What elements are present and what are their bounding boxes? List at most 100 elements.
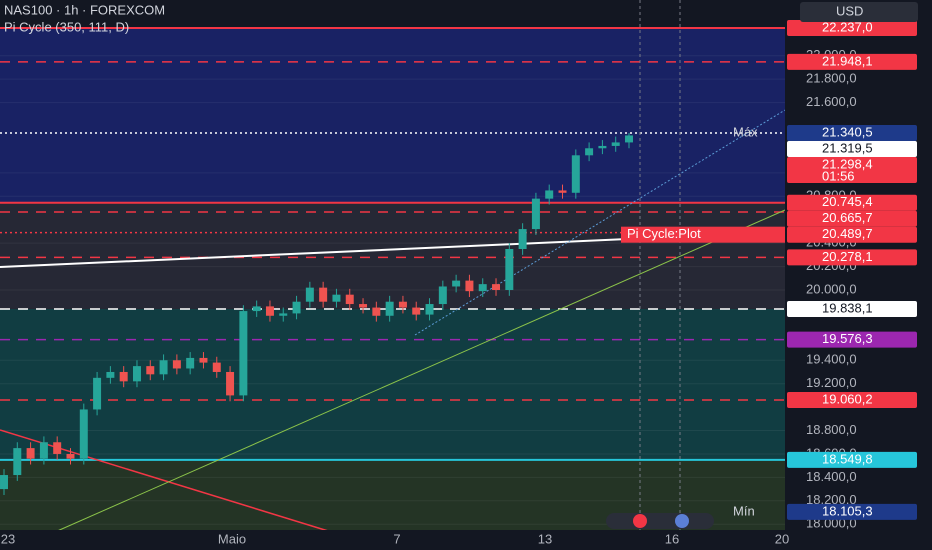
candle-body [372, 307, 381, 316]
candle-body [239, 311, 248, 396]
level-tag: Mín [733, 503, 755, 518]
candle-body [585, 148, 594, 156]
price-badge-label: 21.298,4 [822, 156, 873, 171]
price-badge-label: 19.060,2 [822, 391, 873, 406]
currency-button[interactable] [800, 2, 918, 22]
price-badge-label: 21.948,1 [822, 53, 873, 68]
candle-body [345, 294, 354, 305]
y-tick-label: 20.000,0 [806, 281, 857, 296]
candle-body [226, 371, 235, 396]
zone [0, 27, 785, 203]
price-badge-label: 21.340,5 [822, 124, 873, 139]
price-badge-label: 20.278,1 [822, 249, 873, 264]
event-icon[interactable] [633, 514, 647, 528]
countdown: 01:56 [822, 168, 855, 183]
y-tick-label: 18.200,0 [806, 492, 857, 507]
price-badge [787, 124, 917, 141]
x-tick-label: Maio [218, 531, 246, 546]
candle-body [252, 306, 261, 312]
tag-box [621, 226, 785, 243]
candle-body [359, 304, 368, 308]
y-tick-label: 21.600,0 [806, 94, 857, 109]
candle-body [66, 453, 75, 459]
candle-body [425, 304, 434, 315]
price-badge [787, 300, 917, 317]
indicator-title: Pi Cycle (350, 111, D) [4, 19, 129, 34]
candle-body [398, 301, 407, 308]
candle-body [279, 313, 288, 316]
candle-body [452, 280, 461, 287]
candle-body [212, 362, 221, 372]
candle-body [531, 198, 540, 230]
candle-body [265, 306, 274, 316]
candle-body [438, 286, 447, 305]
zone [0, 308, 785, 460]
y-tick-label: 19.400,0 [806, 352, 857, 367]
trend-line [54, 209, 786, 533]
zone [0, 202, 785, 309]
price-badge-label: 21.319,5 [822, 140, 873, 155]
price-badge [787, 451, 917, 468]
candle-body [305, 287, 314, 302]
candle-body [13, 448, 22, 476]
y-tick-label: 19.200,0 [806, 375, 857, 390]
price-badge-label: 19.576,3 [822, 331, 873, 346]
candle-body [319, 287, 328, 302]
price-badge [787, 210, 917, 227]
price-badge-label: 19.838,1 [822, 300, 873, 315]
candle-body [93, 377, 102, 410]
price-badge-label: 18.105,3 [822, 503, 873, 518]
candle-body [518, 229, 527, 249]
candle-body [132, 366, 141, 382]
y-tick-label: 18.800,0 [806, 422, 857, 437]
candle-body [146, 366, 155, 375]
candle-body [412, 307, 421, 315]
events-pill[interactable] [606, 513, 714, 529]
price-badge [787, 226, 917, 243]
event-icon[interactable] [675, 514, 689, 528]
price-badge-label: 20.489,7 [822, 226, 873, 241]
price-badge-label: 20.665,7 [822, 210, 873, 225]
candle-body [478, 284, 487, 292]
candle-body [492, 284, 501, 290]
candle-body [26, 448, 35, 459]
candle-body [385, 301, 394, 316]
price-badge [787, 392, 917, 409]
price-badge [787, 140, 917, 157]
candle-body [505, 248, 514, 290]
price-badge [787, 249, 917, 266]
price-badge-label: 18.549,8 [822, 451, 873, 466]
candle-body [545, 190, 554, 199]
level-tag: Máx [733, 124, 758, 139]
level-tag: Pi Cycle:Plot [627, 226, 701, 241]
symbol-title: NAS100 · 1h · FOREXCOM [4, 2, 165, 17]
candle-body [598, 145, 607, 149]
candle-body [159, 360, 168, 375]
candle-body [332, 294, 341, 302]
x-tick-label: 7 [393, 531, 400, 546]
price-badge-label: 22.237,0 [822, 19, 873, 34]
candle-body [79, 409, 88, 459]
candle-body [571, 155, 580, 193]
x-tick-label: 16 [665, 531, 679, 546]
candle-body [119, 371, 128, 382]
price-badge-label: 20.745,4 [822, 194, 873, 209]
candle-body [53, 442, 62, 454]
y-tick-label: 21.800,0 [806, 71, 857, 86]
currency-label[interactable]: USD [836, 3, 863, 18]
time-axis [0, 530, 785, 550]
price-badge [787, 503, 917, 520]
trend-line [414, 109, 786, 336]
candle-body [106, 371, 115, 378]
x-tick-label: 20 [775, 531, 789, 546]
candle-body [611, 142, 620, 146]
candle-body [0, 475, 8, 490]
x-tick-label: 23 [1, 531, 15, 546]
candle-body [186, 357, 195, 369]
price-badge [787, 194, 917, 211]
price-badge [787, 331, 917, 348]
candle-body [558, 190, 567, 193]
price-badge [787, 53, 917, 70]
candle-body [465, 280, 474, 292]
